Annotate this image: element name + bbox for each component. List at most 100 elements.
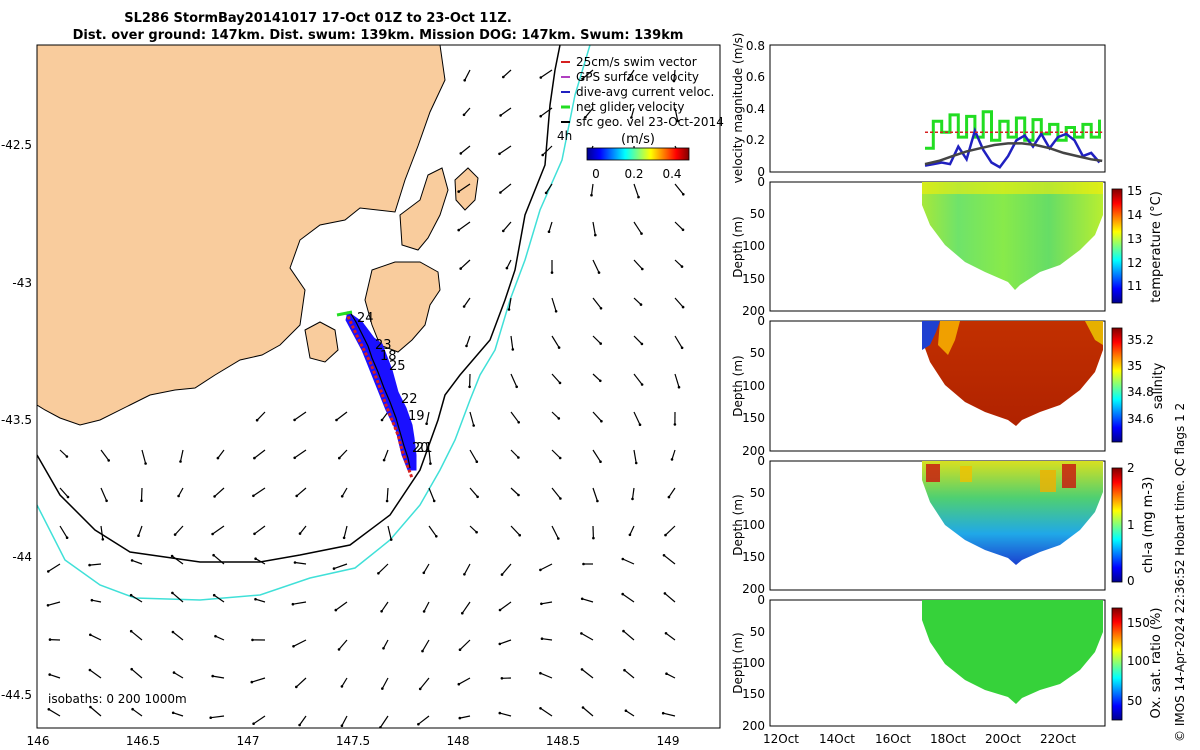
velocity-arrow-head xyxy=(630,116,633,119)
land-island xyxy=(454,167,479,211)
velocity-arrow-head xyxy=(639,303,643,306)
velocity-arrow-head xyxy=(624,709,628,712)
velocity-arrow-head xyxy=(417,722,420,726)
velocity-arrow-head xyxy=(48,638,52,641)
velocity-arrow-head xyxy=(539,707,542,710)
velocity-arrow-head xyxy=(539,76,543,79)
chla-cbar-tick: 1 xyxy=(1127,518,1135,532)
velocity-arrow-head xyxy=(170,554,174,558)
salinity-surface-mid xyxy=(938,321,960,355)
velocity-arrow-head xyxy=(214,634,217,638)
velocity-arrow-head xyxy=(540,637,544,640)
velocity-arrow-head xyxy=(670,458,674,461)
velocity-arrow xyxy=(171,555,184,565)
colorbar-title: (m/s) xyxy=(621,132,655,147)
surface-velocity-vector-field xyxy=(46,69,685,728)
velocity-arrow-head xyxy=(173,533,177,536)
velocity-arrow-head xyxy=(507,308,511,311)
velocity-y-tick: 0.8 xyxy=(746,39,765,53)
velocity-arrow-head xyxy=(254,557,257,560)
velocity-arrow-head xyxy=(458,716,462,720)
temperature-field xyxy=(922,182,1103,290)
velocity-arrow-head xyxy=(557,346,561,349)
velocity-arrow xyxy=(582,707,594,717)
velocity-arrow-head xyxy=(251,638,254,642)
velocity-arrow xyxy=(581,668,594,679)
velocity-arrow xyxy=(423,563,430,574)
velocity-arrow xyxy=(633,335,643,345)
velocity-arrow-head xyxy=(213,495,216,498)
velocity-arrow xyxy=(506,259,512,269)
velocity-arrow xyxy=(540,672,553,679)
salinity-colorbar-ticks: 35.2 35 34.8 34.6 xyxy=(1127,333,1154,426)
velocity-arrow-head xyxy=(677,385,681,389)
depth-tick: 100 xyxy=(742,239,765,253)
velocity-arrow xyxy=(48,708,61,717)
velocity-arrow-head xyxy=(48,673,51,676)
velocity-arrow xyxy=(210,715,225,719)
velocity-arrow xyxy=(172,592,184,603)
depth-tick: 100 xyxy=(742,379,765,393)
velocity-arrow-head xyxy=(65,455,69,458)
colorbar-tick: 0.4 xyxy=(662,167,681,181)
map-y-tick: -43.5 xyxy=(1,413,32,427)
velocity-arrow-head xyxy=(498,642,502,646)
velocity-arrow xyxy=(510,449,519,458)
velocity-arrow-head xyxy=(461,611,464,615)
velocity-arrow xyxy=(622,558,635,565)
velocity-arrow-head xyxy=(422,571,426,575)
velocity-arrow xyxy=(469,449,478,463)
velocity-arrow xyxy=(668,487,676,498)
velocity-panel: 0 0.2 0.4 0.6 0.8 velocity magnitude (m/… xyxy=(731,33,1106,183)
velocity-arrow-head xyxy=(540,602,543,606)
velocity-arrow xyxy=(341,715,348,726)
velocity-arrow xyxy=(215,635,225,641)
velocity-arrow xyxy=(540,107,553,117)
velocity-arrow xyxy=(623,630,635,641)
hour-label: 4h xyxy=(557,129,572,143)
velocity-arrow xyxy=(428,525,437,537)
velocity-arrow-head xyxy=(250,680,254,684)
land-bruny xyxy=(304,321,339,363)
velocity-arrow xyxy=(463,107,471,116)
depth-tick: 50 xyxy=(750,625,765,639)
velocity-arrow xyxy=(59,449,68,457)
map-frame xyxy=(36,44,721,729)
velocity-arrow xyxy=(633,411,641,425)
velocity-arrow xyxy=(663,712,676,717)
velocity-arrow xyxy=(212,675,225,679)
velocity-arrow xyxy=(381,677,389,689)
velocity-arrow xyxy=(581,632,594,641)
velocity-arrow-head xyxy=(505,266,509,270)
velocity-arrow xyxy=(625,710,635,717)
map-panel: 24 23 18 25 22 19 21 20 4h 25cm/s swim v… xyxy=(1,44,724,748)
chla-ylabel: Depth (m) xyxy=(731,494,745,555)
velocity-arrow-head xyxy=(252,494,255,498)
velocity-arrow-head xyxy=(558,381,562,385)
velocity-arrow-head xyxy=(425,422,428,426)
velocity-arrow-head xyxy=(539,671,542,675)
velocity-arrow-head xyxy=(298,532,302,535)
day-label: 23 xyxy=(375,338,392,353)
velocity-arrow xyxy=(47,563,61,572)
velocity-arrow xyxy=(90,634,102,641)
time-x-tick: 18Oct xyxy=(930,732,966,746)
velocity-arrow xyxy=(592,449,602,463)
colorbar-tick: 0 xyxy=(592,167,600,181)
velocity-arrow xyxy=(622,593,635,603)
velocity-arrow-head xyxy=(499,191,502,194)
velocity-arrow-head xyxy=(291,602,295,606)
velocity-arrow xyxy=(665,632,676,641)
velocity-arrow-head xyxy=(131,707,134,711)
velocity-arrow xyxy=(582,69,594,80)
velocity-arrow-head xyxy=(665,672,668,675)
velocity-arrow xyxy=(294,561,307,565)
velocity-axes xyxy=(769,44,1106,173)
isobath-1000m xyxy=(37,45,591,601)
velocity-arrow-head xyxy=(253,456,256,460)
velocity-arrow xyxy=(174,525,184,536)
day-label: 20 xyxy=(412,441,429,456)
velocity-arrow xyxy=(464,69,471,81)
legend-item: 25cm/s swim vector xyxy=(576,55,697,69)
velocity-arrow-head xyxy=(667,495,671,499)
